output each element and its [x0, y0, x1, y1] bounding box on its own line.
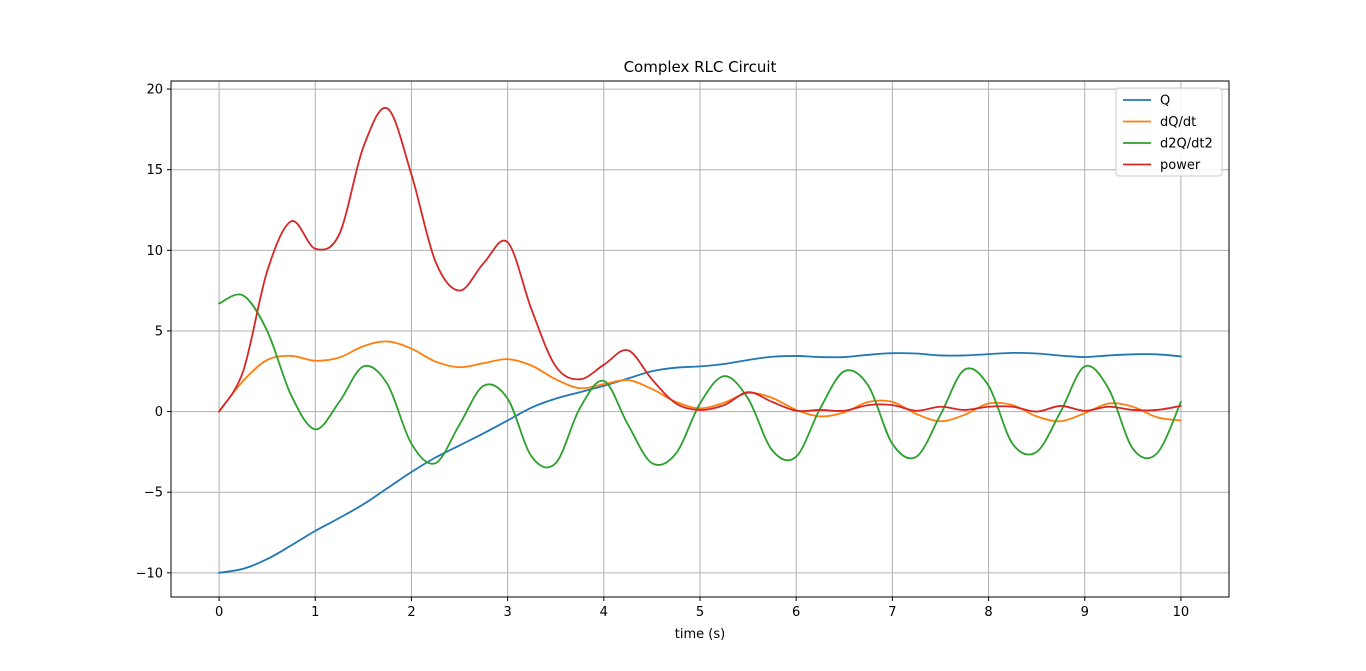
- x-tick-label: 10: [1173, 605, 1190, 620]
- chart-title: Complex RLC Circuit: [624, 58, 777, 76]
- x-tick-label: 3: [503, 605, 511, 620]
- x-axis: 0 1 2 3 4 5 6 7 8 9 10: [215, 597, 1189, 620]
- series-line-q: [218, 351, 1182, 574]
- legend: QdQ/dt d2Q/dt2 power: [1115, 87, 1223, 177]
- x-tick-label: 2: [407, 605, 415, 620]
- y-tick-label: 15: [146, 163, 163, 178]
- x-tick-label: 6: [792, 605, 800, 620]
- x-tick-label: 8: [984, 605, 992, 620]
- y-tick-label: −10: [136, 566, 163, 581]
- y-tick-label: 10: [146, 244, 163, 259]
- series-lines: [218, 107, 1182, 574]
- x-axis-label: time (s): [675, 627, 725, 642]
- x-tick-label: 1: [311, 605, 319, 620]
- legend-label-d2q-dt2: d2Q/dt2: [1160, 137, 1213, 152]
- series-line-power: [218, 107, 1182, 413]
- y-tick-label: 5: [155, 324, 163, 339]
- y-tick-label: 20: [146, 83, 163, 98]
- legend-label-dq-dt: dQ/dt: [1160, 115, 1196, 130]
- y-axis: −10 −5 0 5 10 15 20: [136, 83, 171, 581]
- x-tick-label: 7: [888, 605, 896, 620]
- legend-box: [1115, 87, 1223, 177]
- y-tick-label: −5: [144, 486, 163, 501]
- x-tick-label: 9: [1081, 605, 1089, 620]
- series-line-d2q-dt2: [218, 293, 1182, 469]
- x-tick-label: 0: [215, 605, 223, 620]
- x-tick-label: 5: [696, 605, 704, 620]
- x-tick-label: 4: [600, 605, 608, 620]
- legend-label-power: power: [1160, 158, 1201, 173]
- legend-label-q: Q: [1160, 94, 1170, 109]
- y-tick-label: 0: [155, 405, 163, 420]
- grid: [171, 81, 1229, 597]
